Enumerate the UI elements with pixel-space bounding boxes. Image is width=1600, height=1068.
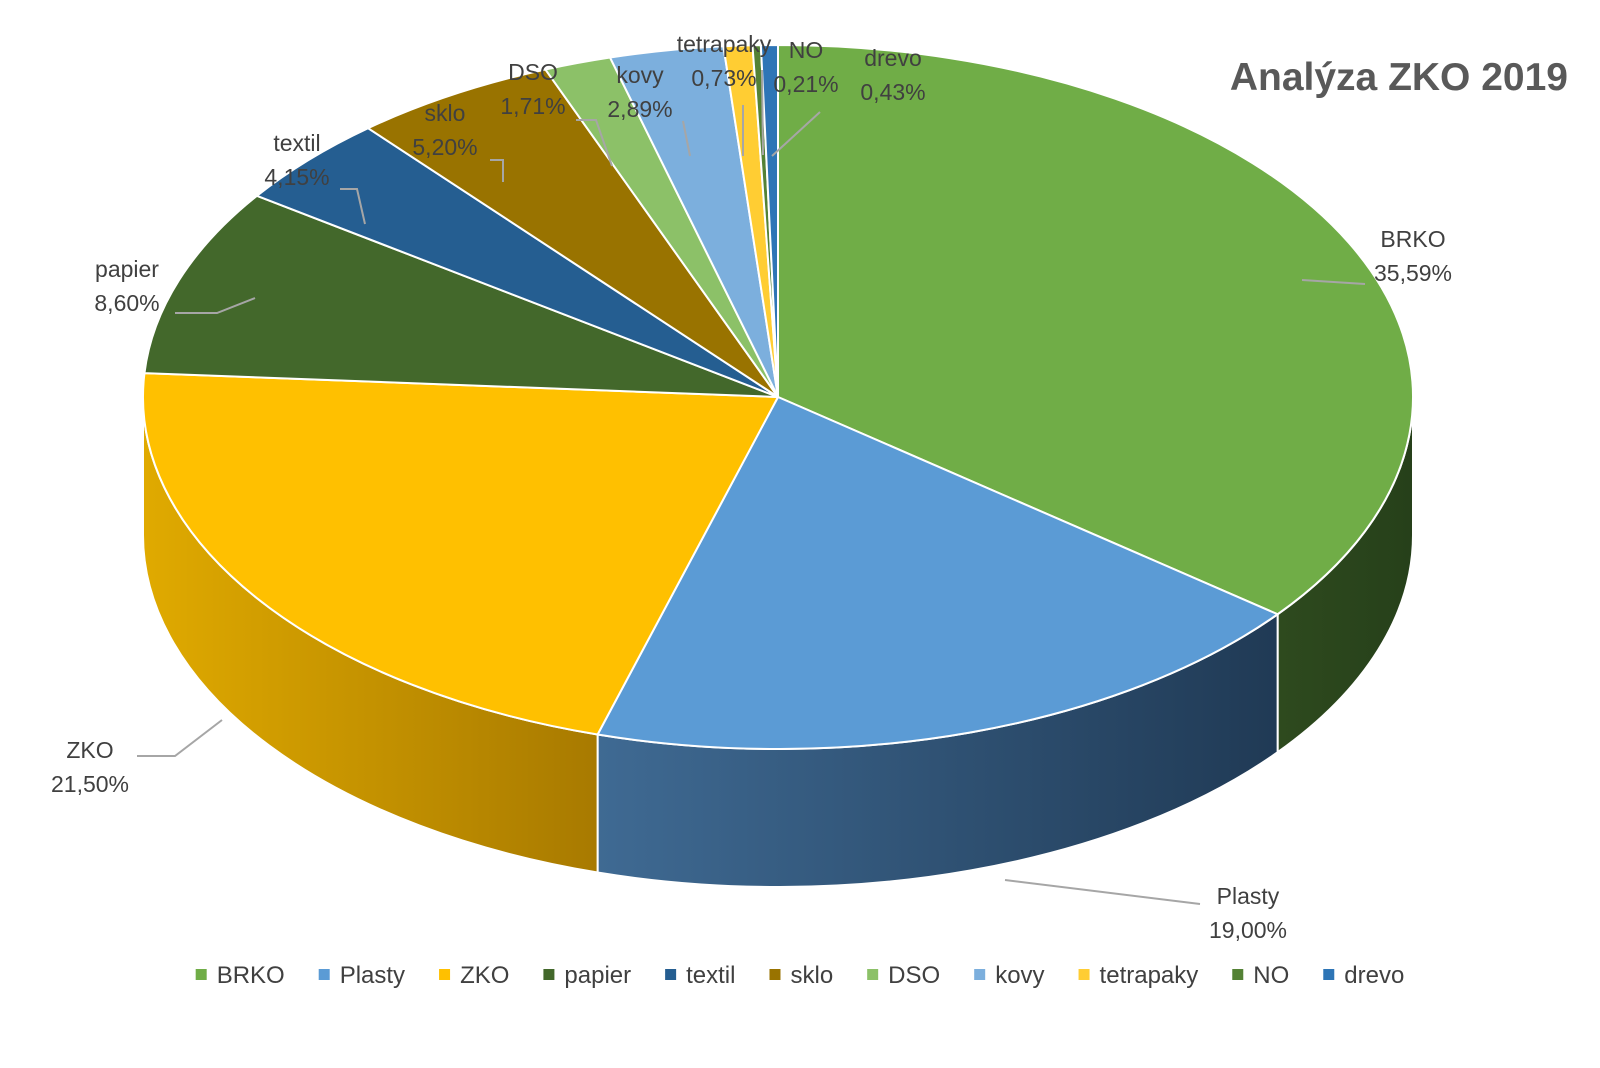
data-label-name-sklo: sklo [425, 100, 466, 126]
data-label-value-papier: 8,60% [94, 290, 159, 316]
legend-item-drevo: drevo [1323, 962, 1404, 989]
legend-label-kovy: kovy [995, 962, 1044, 989]
legend-item-dso: DSO [867, 962, 940, 989]
legend-swatch-no [1232, 969, 1244, 980]
legend-label-zko: ZKO [460, 962, 509, 989]
data-label-name-plasty: Plasty [1217, 883, 1280, 909]
legend-swatch-plasty [318, 969, 330, 980]
legend-item-kovy: kovy [974, 962, 1045, 989]
pie-slice-brko [777, 44, 1414, 616]
legend-label-textil: textil [686, 962, 735, 989]
data-label-value-plasty: 19,00% [1209, 917, 1287, 943]
legend-swatch-drevo [1323, 969, 1335, 980]
pie-top-slices [142, 44, 1414, 750]
leader-line-dso [576, 119, 613, 167]
legend-label-drevo: drevo [1344, 962, 1404, 989]
legend: BRKO Plasty ZKO papier textil sklo DSO kovy tetr… [195, 962, 1404, 989]
legend-swatch-sklo [769, 969, 781, 980]
data-label-name-drevo: drevo [864, 45, 922, 71]
data-label-name-brko: BRKO [1380, 226, 1445, 252]
leader-line-sklo [490, 159, 504, 182]
legend-label-dso: DSO [888, 962, 940, 989]
legend-swatch-zko [439, 969, 451, 980]
legend-label-papier: papier [564, 962, 631, 989]
legend-swatch-papier [543, 969, 555, 980]
pie-slice-zko [142, 372, 779, 736]
leader-line-zko [137, 719, 223, 757]
legend-swatch-brko [195, 969, 207, 980]
legend-label-sklo: sklo [790, 962, 833, 989]
data-label-value-kovy: 2,89% [607, 96, 672, 122]
legend-swatch-kovy [974, 969, 986, 980]
data-label-name-no: NO [789, 37, 824, 63]
data-label-value-sklo: 5,20% [412, 134, 477, 160]
data-label-value-zko: 21,50% [51, 771, 129, 797]
pie-slice-drevo [759, 44, 779, 398]
legend-item-sklo: sklo [769, 962, 833, 989]
legend-item-papier: papier [543, 962, 631, 989]
data-label-name-dso: DSO [508, 59, 558, 85]
legend-item-no: NO [1232, 962, 1289, 989]
data-label-name-tetrapaky: tetrapaky [677, 31, 772, 57]
data-label-value-textil: 4,15% [264, 164, 329, 190]
legend-label-brko: BRKO [217, 962, 285, 989]
chart-title: Analýza ZKO 2019 [1230, 56, 1568, 99]
leader-line-plasty [1004, 879, 1201, 905]
data-label-value-brko: 35,59% [1374, 260, 1452, 286]
legend-label-plasty: Plasty [340, 962, 405, 989]
leader-line-kovy [682, 120, 691, 157]
data-label-name-zko: ZKO [66, 737, 113, 763]
leader-lines [137, 69, 1366, 905]
data-label-value-no: 0,21% [773, 71, 838, 97]
data-label-name-textil: textil [273, 130, 320, 156]
leader-line-drevo [771, 111, 821, 157]
legend-swatch-tetrapaky [1078, 969, 1090, 980]
legend-label-tetrapaky: tetrapaky [1100, 962, 1199, 989]
leader-line-textil [340, 188, 366, 225]
legend-swatch-textil [665, 969, 677, 980]
pie-slice-plasty [596, 396, 1279, 750]
leader-line-brko [1301, 279, 1366, 285]
legend-item-tetrapaky: tetrapaky [1078, 962, 1199, 989]
data-label-name-papier: papier [95, 256, 159, 282]
pie-slice-papier [143, 194, 779, 398]
legend-item-zko: ZKO [439, 962, 509, 989]
leader-line-no [761, 69, 764, 156]
legend-label-no: NO [1253, 962, 1289, 989]
data-labels: BRKO 35,59% Plasty 19,00% ZKO 21,50% papier 8,6… [51, 31, 1452, 943]
legend-item-plasty: Plasty [318, 962, 405, 989]
pie-slice-sklo [367, 68, 779, 398]
data-label-value-dso: 1,71% [500, 93, 565, 119]
legend-item-brko: BRKO [195, 962, 285, 989]
legend-swatch-dso [867, 969, 879, 980]
data-label-value-tetrapaky: 0,73% [691, 65, 756, 91]
leader-line-papier [175, 297, 256, 314]
legend-item-textil: textil [665, 962, 735, 989]
data-label-value-drevo: 0,43% [860, 79, 925, 105]
data-label-name-kovy: kovy [616, 62, 664, 88]
